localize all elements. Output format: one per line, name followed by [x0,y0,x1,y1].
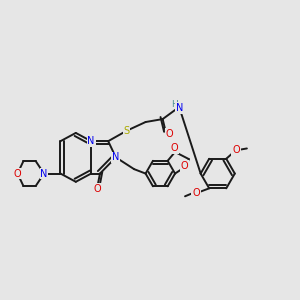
Text: N: N [176,103,183,113]
Text: O: O [14,169,21,178]
Text: O: O [166,129,173,139]
Text: O: O [171,143,178,153]
Text: N: N [87,136,95,146]
Text: O: O [192,188,200,198]
Text: H: H [171,100,178,109]
Text: N: N [40,169,48,178]
Text: N: N [112,152,119,162]
Text: O: O [232,145,240,155]
Text: O: O [93,184,101,194]
Text: S: S [123,126,130,136]
Text: O: O [181,161,189,171]
